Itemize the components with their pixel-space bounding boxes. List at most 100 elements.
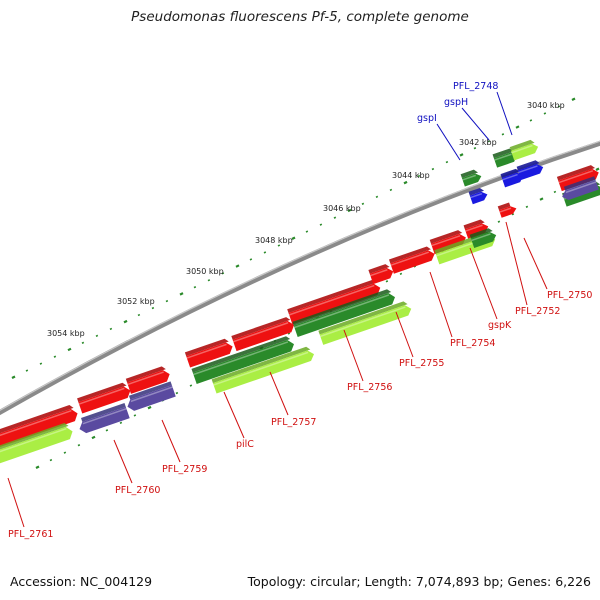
gene-red-5-top bbox=[287, 279, 377, 313]
tick-mark bbox=[119, 421, 123, 425]
tick-mark bbox=[175, 391, 179, 395]
gene-red-2 bbox=[125, 366, 170, 394]
gene-label-pfl-2752[interactable]: PFL_2752 bbox=[515, 306, 560, 317]
gene-red-3-shine bbox=[186, 343, 227, 359]
tick-mark bbox=[235, 264, 240, 268]
gene-blue-2-top bbox=[516, 160, 540, 171]
tick-mark bbox=[53, 355, 57, 358]
gene-green-4-body bbox=[319, 305, 412, 345]
tick-mark bbox=[375, 195, 379, 199]
gene-label-pfl-2756[interactable]: PFL_2756 bbox=[347, 382, 392, 393]
gene-label-pfl-2755[interactable]: PFL_2755 bbox=[399, 358, 444, 369]
gene-label-pilc[interactable]: pilC bbox=[236, 439, 254, 450]
tick-mark bbox=[539, 197, 544, 201]
outer-tick-ring bbox=[11, 97, 576, 379]
gene-green-2 bbox=[211, 346, 314, 394]
tick-mark bbox=[385, 280, 389, 283]
tick-mark bbox=[553, 190, 557, 194]
gene-purple-2-top bbox=[563, 176, 596, 191]
gene-red-11-top bbox=[556, 165, 596, 181]
tick-mark bbox=[109, 327, 113, 331]
gene-red-4 bbox=[231, 317, 295, 352]
gene-purple-0-top bbox=[80, 403, 126, 422]
tick-mark bbox=[389, 188, 393, 192]
accession-text: Accession: NC_004129 bbox=[10, 574, 153, 589]
gene-blue-1-shine bbox=[502, 173, 518, 181]
gene-red-0-top bbox=[0, 405, 74, 435]
gene-label-pfl-2760[interactable]: PFL_2760 bbox=[115, 485, 160, 496]
tick-mark bbox=[25, 369, 29, 372]
gene-label-pfl-2754[interactable]: PFL_2754 bbox=[450, 338, 495, 349]
tick-mark bbox=[305, 230, 309, 233]
kbp-label-3050: 3050 kbp bbox=[186, 267, 224, 276]
kbp-label-3044: 3044 kbp bbox=[392, 171, 430, 180]
gene-green-0-body bbox=[0, 426, 73, 466]
gene-red-3 bbox=[184, 338, 233, 368]
tick-mark bbox=[511, 213, 515, 216]
gene-red-4-shine bbox=[233, 322, 289, 343]
gene-red-10-top bbox=[497, 202, 511, 211]
gene-label-pfl-2757[interactable]: PFL_2757 bbox=[271, 417, 316, 428]
gene-purple-1-top bbox=[128, 381, 172, 400]
kbp-label-3040: 3040 kbp bbox=[527, 101, 565, 110]
gene-label-gspi[interactable]: gspI bbox=[417, 113, 437, 124]
tick-mark bbox=[529, 119, 533, 122]
kbp-label-3048: 3048 kbp bbox=[255, 236, 293, 245]
leader-line-3 bbox=[429, 271, 453, 338]
gene-blue-0-top bbox=[468, 188, 485, 196]
gene-blue-1-top bbox=[500, 168, 520, 178]
tick-mark bbox=[39, 362, 43, 365]
tick-mark bbox=[249, 258, 253, 261]
tick-mark bbox=[287, 332, 291, 335]
gene-red-1 bbox=[77, 382, 131, 414]
gene-red-10 bbox=[497, 202, 517, 218]
gene-red-10-shine bbox=[499, 207, 512, 213]
label-leader-lines bbox=[7, 91, 548, 528]
gene-green-4-top bbox=[318, 301, 408, 335]
gene-red-4-body bbox=[232, 320, 295, 352]
gene-label-pfl-2761[interactable]: PFL_2761 bbox=[8, 529, 53, 540]
tick-mark bbox=[361, 202, 365, 205]
gene-green-4 bbox=[318, 301, 412, 345]
gene-purple-0 bbox=[79, 403, 130, 434]
tick-mark bbox=[165, 299, 169, 303]
gene-red-0-shine bbox=[0, 409, 72, 438]
tick-mark bbox=[81, 341, 85, 344]
tick-mark bbox=[431, 167, 435, 171]
gene-label-gspk[interactable]: gspK bbox=[488, 320, 512, 331]
gene-green-9-body bbox=[461, 173, 482, 187]
gene-label-pfl-2750[interactable]: PFL_2750 bbox=[547, 290, 592, 301]
tick-mark bbox=[207, 279, 211, 282]
tick-mark bbox=[35, 465, 40, 469]
leader-line-12 bbox=[461, 107, 490, 141]
gene-blue-0-shine bbox=[470, 192, 483, 199]
gene-green-9 bbox=[460, 169, 482, 187]
tick-mark bbox=[417, 174, 421, 178]
gene-purple-0-shine bbox=[82, 408, 127, 425]
gene-purple-2-shine bbox=[565, 181, 597, 194]
gene-green-1-body bbox=[192, 340, 294, 384]
gene-green-0-shine bbox=[0, 427, 67, 456]
gene-label-gsph[interactable]: gspH bbox=[444, 97, 468, 108]
gene-red-1-top bbox=[77, 382, 127, 403]
tick-mark bbox=[291, 236, 296, 240]
gene-green-6 bbox=[469, 228, 497, 248]
tick-mark bbox=[277, 244, 281, 247]
leader-line-2 bbox=[469, 247, 498, 320]
tick-mark bbox=[147, 405, 152, 410]
gene-green-2-top bbox=[211, 346, 311, 384]
gene-blue-1 bbox=[500, 168, 524, 188]
gene-purple-1-shine bbox=[130, 386, 173, 403]
tick-mark bbox=[151, 306, 155, 310]
gene-purple-0-body bbox=[79, 406, 130, 434]
gene-red-0 bbox=[0, 405, 78, 448]
gene-red-2-top bbox=[125, 366, 166, 383]
leader-line-6 bbox=[269, 371, 289, 416]
gene-label-pfl-2759[interactable]: PFL_2759 bbox=[162, 464, 207, 475]
gene-green-1 bbox=[191, 336, 294, 384]
gene-label-pfl-2748[interactable]: PFL_2748 bbox=[453, 81, 498, 92]
gene-green-7 bbox=[492, 148, 518, 168]
gene-purple-2 bbox=[562, 176, 599, 200]
gene-blue-2 bbox=[516, 160, 544, 180]
tick-mark bbox=[595, 167, 600, 171]
